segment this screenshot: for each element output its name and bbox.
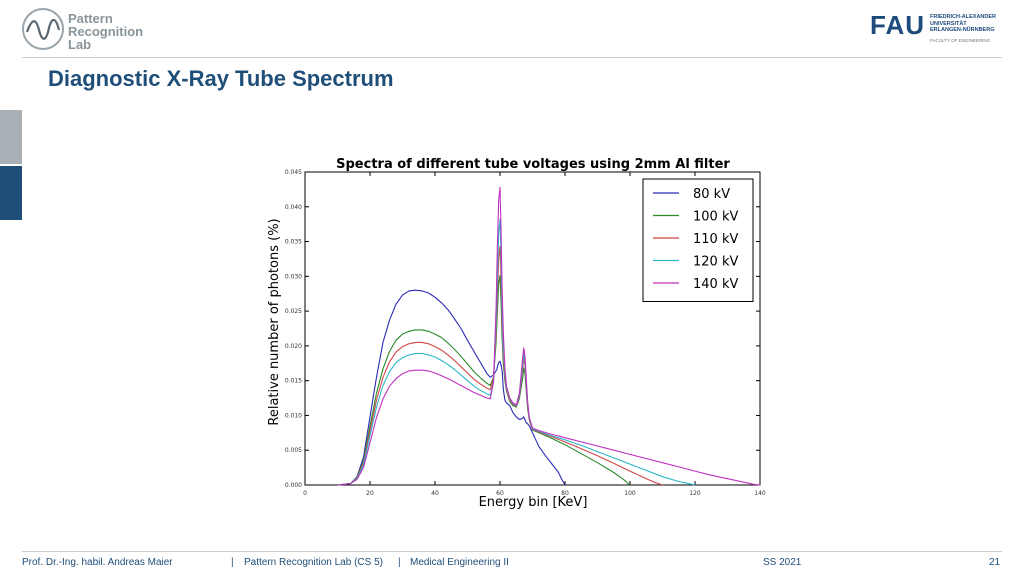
slide-title: Diagnostic X-Ray Tube Spectrum [48,66,394,91]
footer-divider [22,551,1002,552]
y-tick-label: 0.045 [285,169,302,176]
y-tick-label: 0.015 [285,378,302,385]
footer-lab: Pattern Recognition Lab (CS 5) [244,557,383,568]
footer-page-number: 21 [989,557,1001,568]
lab-logo-circle-icon [22,8,64,50]
fau-logo-faculty: FACULTY OF ENGINEERING [930,38,991,43]
x-tick-label: 40 [431,490,439,497]
legend-label: 140 kV [693,277,738,292]
lab-logo-text: Pattern Recognition Lab [68,12,164,51]
y-tick-label: 0.010 [285,412,302,419]
footer-author: Prof. Dr.-Ing. habil. Andreas Maier [22,557,173,568]
x-tick-label: 100 [624,490,636,497]
x-tick-label: 20 [366,490,374,497]
side-marker-blue [0,166,22,220]
fau-logo-line1: FRIEDRICH-ALEXANDER [930,14,996,20]
legend-label: 110 kV [693,232,738,247]
y-tick-label: 0.020 [285,343,302,350]
y-tick-label: 0.035 [285,239,302,246]
x-tick-label: 60 [496,490,504,497]
series-line-110-kv [337,245,663,486]
footer-term: SS 2021 [763,557,802,568]
spectrum-chart: Spectra of different tube voltages using… [250,150,770,515]
axis-ticks: 0 20 40 60 80 100 120 140 0.000 0.005 0.010 0.015 0.… [285,169,766,497]
y-tick-label: 0.005 [285,447,302,454]
footer-separator-1: | [231,557,234,568]
y-tick-label: 0.025 [285,308,302,315]
legend-box [642,178,754,302]
series-line-120-kv [337,218,696,486]
y-axis-label: Relative number of photons (%) [267,218,282,425]
lab-logo-line1: Pattern [68,11,113,26]
legend-label: 80 kV [693,187,730,202]
footer-course: Medical Engineering II [410,557,509,568]
plot-frame [304,171,761,486]
legend-label: 100 kV [693,210,738,225]
header-divider [22,57,1002,58]
series-lines [337,186,761,486]
fau-logo-mark: FAU [870,10,925,40]
x-tick-label: 80 [561,490,569,497]
y-tick-label: 0.040 [285,204,302,211]
fau-logo-line2: UNIVERSITÄT [930,20,967,27]
lab-logo-line3: Lab [68,37,92,52]
x-tick-label: 120 [689,490,701,497]
fau-logo-line3: ERLANGEN-NÜRNBERG [930,27,995,33]
series-line-80-kv [337,289,566,486]
x-axis-label: Energy bin [KeV] [479,495,588,510]
side-marker-grey [0,110,22,164]
spectrum-chart-svg: Spectra of different tube voltages using… [267,157,766,510]
fau-logo: FAU FRIEDRICH-ALEXANDER UNIVERSITÄT ERLA… [870,10,1010,44]
y-tick-label: 0.030 [285,273,302,280]
series-line-100-kv [337,275,631,486]
y-tick-label: 0.000 [285,482,302,489]
lab-logo-line2: Recognition [68,24,144,39]
footer-separator-2: | [398,557,401,568]
legend: 80 kV 100 kV 110 kV 120 kV 140 kV [642,178,754,302]
series-line-140-kv [337,186,761,486]
x-tick-label: 0 [303,490,307,497]
legend-label: 120 kV [693,255,738,270]
x-tick-label: 140 [754,490,766,497]
pattern-recognition-lab-logo: Pattern Recognition Lab [22,8,162,52]
fau-logo-university: FRIEDRICH-ALEXANDER UNIVERSITÄT ERLANGEN… [930,14,1005,34]
chart-title: Spectra of different tube voltages using… [336,157,730,172]
